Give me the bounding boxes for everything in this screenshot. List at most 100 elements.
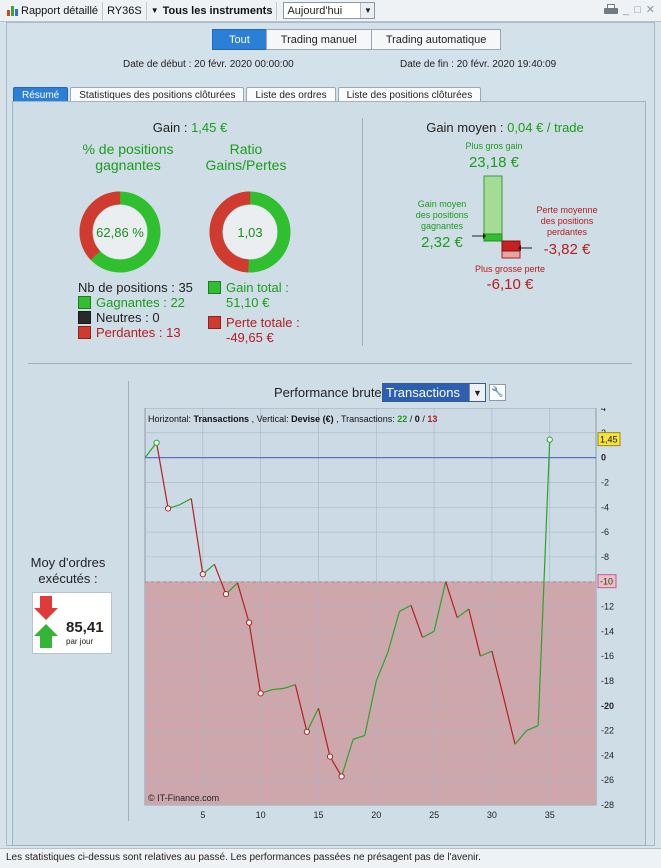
down-arrow-icon [34,596,58,620]
header-neutral: 0 [415,414,420,424]
instruments-dropdown[interactable]: ▼ Tous les instruments [147,1,278,20]
header-mid: , Vertical: [252,414,289,424]
header-v: Devise (€) [291,414,334,424]
printer-icon[interactable] [604,3,618,16]
header-win: 22 [397,414,407,424]
gain-title: Gain : 1,45 € [150,120,230,135]
equity-segment [179,498,192,506]
gain-label: Gain : [152,120,188,135]
legend-neutres: Neutres : 0 [78,310,160,325]
wrench-icon[interactable]: 🔧 [489,384,506,401]
x-tick-label: 35 [545,810,555,820]
equity-marker [165,505,172,512]
black-square-icon [78,311,91,324]
perf-select[interactable]: Transactions ▼ [382,383,486,402]
x-tick-label: 25 [429,810,439,820]
equity-marker [257,690,264,697]
equity-line [144,439,551,777]
equity-segment [375,652,389,682]
chevron-down-icon: ▼ [360,3,375,18]
neutres-label: Neutres : 0 [96,310,160,325]
tab-tout[interactable]: Tout [212,29,267,50]
report-button[interactable]: Rapport détaillé [3,1,104,20]
header-prefix: Horizontal: [148,414,191,424]
avg-loss-value: -3,82 € [543,241,591,258]
pct-value: 62,86 % [96,225,144,240]
legend-perdantes: Perdantes : 13 [78,325,181,340]
close-icon[interactable]: ✕ [645,4,655,16]
avg-gain-loss-bars [472,175,532,259]
equity-segment [410,605,424,638]
tab-liste-ordres[interactable]: Liste des ordres [246,87,336,102]
equity-segment [306,707,320,733]
moy-value: 85,41 [66,619,104,636]
max-gain-label: Plus gros gain [465,141,523,151]
report-label: Rapport détaillé [21,4,99,17]
x-tick-label: 15 [313,810,323,820]
maximize-icon[interactable]: □ [634,3,641,16]
pointer-arrow-icon [483,233,486,239]
pointer-arrow-icon [518,245,521,251]
equity-marker [546,436,553,443]
moy-unit: par jour [66,637,94,646]
gain-total-label: Gain total : [226,280,289,295]
x-tick-label: 5 [200,810,205,820]
x-axis: 5 10 15 20 25 30 35 [200,810,554,820]
y-tick-label: -14 [601,626,614,636]
equity-marker [326,753,334,760]
symbol-label[interactable]: RY36S [103,1,147,20]
y-tick-label: -4 [601,502,609,512]
moy-title: Moy d'ordres exécutés : [30,555,106,586]
legend-gain-total: Gain total : [208,280,289,295]
threshold-label: -10 [600,577,613,587]
view-tabs: Résumé Statistiques des positions clôtur… [13,87,483,102]
tab-statistiques[interactable]: Statistiques des positions clôturées [70,87,245,102]
equity-segment [190,498,204,575]
equity-segment [422,630,435,639]
caret-down-icon: ▼ [150,6,159,15]
gain-value: 1,45 € [191,120,228,135]
ratio-donut-center [223,205,277,259]
max-loss-value: -6,10 € [486,276,534,293]
y-tick-label: 0 [601,453,606,463]
equity-segment [213,564,227,595]
tab-trading-manuel[interactable]: Trading manuel [265,29,372,50]
green-square-icon [78,296,91,309]
gain-total-value: 51,10 € [226,295,270,310]
perdantes-label: Perdantes : 13 [96,325,181,340]
legend-gagnantes: Gagnantes : 22 [78,295,185,310]
loss-zone [145,581,596,805]
x-tick-label: 30 [487,810,497,820]
tab-liste-positions[interactable]: Liste des positions clôturées [337,87,482,102]
equity-segment [144,442,158,458]
equity-segment [248,622,262,694]
pct-donut-center [93,205,147,259]
ratio-donut: 1,03 [209,191,291,273]
header-sep1: / [410,414,413,424]
toolbar: Rapport détaillé RY36S ▼ Tous les instru… [0,0,661,22]
minimize-icon[interactable]: _ [623,3,630,16]
equity-marker [222,590,230,598]
equity-segment [445,581,458,618]
pct-donut-loss-arc [79,191,161,273]
window-controls: _ □ ✕ [604,3,655,16]
equity-segment [341,739,354,777]
y-tick-label: -26 [601,775,614,785]
last-value-label: 1,45 [600,435,618,445]
perte-totale-value: -49,65 € [226,330,274,345]
tab-resume[interactable]: Résumé [13,87,69,102]
tab-trading-automatique[interactable]: Trading automatique [370,29,502,50]
y-tick-label: -24 [601,750,614,760]
period-select[interactable]: Aujourd'hui ▼ [283,2,376,19]
up-arrow-icon [34,624,58,648]
equity-marker [153,439,160,446]
legend-perte-totale: Perte totale : [208,315,300,330]
chart-left-divider [128,381,129,821]
grid-horizontal [145,408,596,806]
ratio-value: 1,03 [237,225,262,240]
equity-segment [480,650,493,657]
perf-select-value: Transactions [386,385,460,400]
ratio-title: Ratio Gains/Pertes [205,141,287,173]
header-tx: , Transactions: [336,414,395,424]
equity-marker [199,571,206,578]
